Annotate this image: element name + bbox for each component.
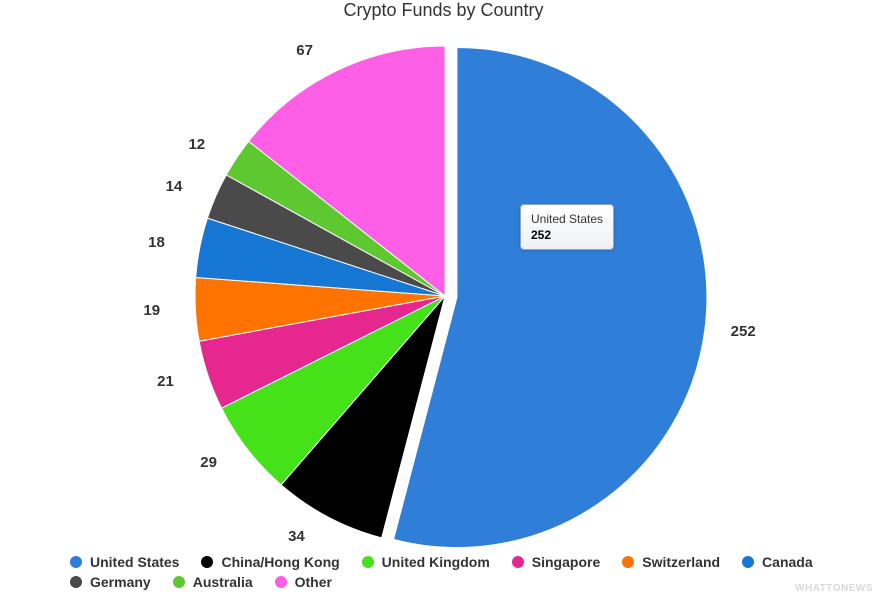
slice-value-label: 18 xyxy=(148,234,165,251)
tooltip-value: 252 xyxy=(531,227,603,243)
legend-marker-icon xyxy=(70,556,82,568)
legend-label: China/Hong Kong xyxy=(221,554,339,570)
slice-value-label: 21 xyxy=(157,373,174,390)
legend-marker-icon xyxy=(173,576,185,588)
slice-value-label: 34 xyxy=(288,528,305,545)
legend-item[interactable]: Switzerland xyxy=(622,554,720,570)
slice-value-label: 19 xyxy=(143,302,160,319)
legend-label: Germany xyxy=(90,574,151,590)
legend-label: United States xyxy=(90,554,179,570)
legend-marker-icon xyxy=(275,576,287,588)
legend-item[interactable]: Germany xyxy=(70,574,151,590)
legend-item[interactable]: China/Hong Kong xyxy=(201,554,339,570)
legend-marker-icon xyxy=(362,556,374,568)
chart-legend: United States China/Hong Kong United Kingd… xyxy=(70,554,827,590)
legend-label: Other xyxy=(295,574,332,590)
tooltip-series-name: United States xyxy=(531,211,603,227)
legend-item[interactable]: United Kingdom xyxy=(362,554,490,570)
legend-item[interactable]: Canada xyxy=(742,554,813,570)
legend-label: Switzerland xyxy=(642,554,720,570)
slice-value-label: 67 xyxy=(296,42,313,59)
legend-item[interactable]: United States xyxy=(70,554,179,570)
pie-chart[interactable] xyxy=(0,0,887,606)
legend-marker-icon xyxy=(512,556,524,568)
slice-value-label: 14 xyxy=(166,178,183,195)
legend-marker-icon xyxy=(201,556,213,568)
legend-item[interactable]: Singapore xyxy=(512,554,600,570)
legend-marker-icon xyxy=(70,576,82,588)
slice-value-label: 12 xyxy=(188,136,205,153)
legend-label: Australia xyxy=(193,574,253,590)
slice-value-label: 29 xyxy=(200,454,217,471)
legend-item[interactable]: Other xyxy=(275,574,332,590)
legend-label: Singapore xyxy=(532,554,600,570)
legend-marker-icon xyxy=(622,556,634,568)
legend-item[interactable]: Australia xyxy=(173,574,253,590)
legend-label: Canada xyxy=(762,554,813,570)
legend-marker-icon xyxy=(742,556,754,568)
chart-tooltip: United States 252 xyxy=(520,204,614,250)
slice-value-label: 252 xyxy=(731,323,756,340)
chart-container: Crypto Funds by Country 2523429211918141… xyxy=(0,0,887,606)
legend-label: United Kingdom xyxy=(382,554,490,570)
